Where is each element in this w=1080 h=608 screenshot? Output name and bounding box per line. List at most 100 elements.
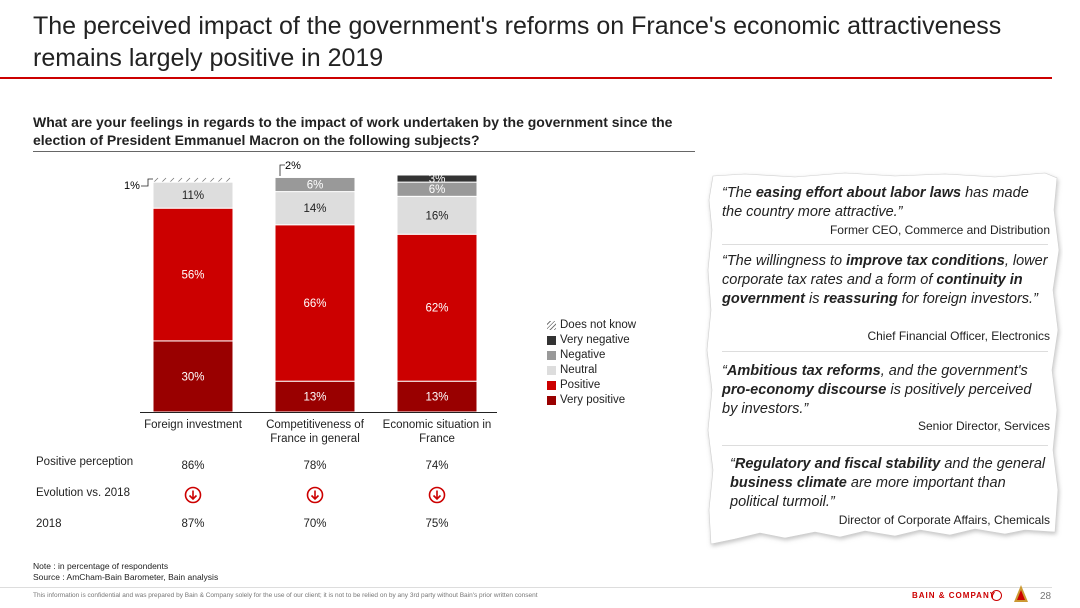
chart-legend: Does not know Very negative Negative Neutra…	[547, 318, 636, 408]
quote-fragment: , lower corporate tax rates and a form o…	[722, 253, 1048, 288]
bar-segment-neutral-1	[152, 181, 234, 209]
quote-fragment: and the general	[940, 456, 1046, 472]
legend-swatch-very-negative	[547, 336, 556, 345]
positive-perception-value-2: 78%	[303, 460, 327, 472]
data-label-positive-1: 56%	[181, 270, 204, 282]
quote-fragment: “	[722, 363, 727, 379]
data-label-neutral-2: 14%	[303, 203, 326, 215]
down-arrow-icon	[306, 486, 324, 504]
legend-swatch-positive	[547, 381, 556, 390]
note-text: Note : in percentage of respondents	[33, 561, 169, 571]
quote-text-4: “Regulatory and fiscal stability and the…	[720, 455, 1050, 512]
quote-fragment: “The willingness to	[722, 253, 847, 269]
quote-text-3: “Ambitious tax reforms, and the governme…	[720, 362, 1050, 419]
bar-segment-positive-3	[396, 233, 478, 382]
year-2018-value-2: 70%	[303, 518, 327, 530]
quote-fragment: , and the government's	[880, 363, 1028, 379]
quote-attribution-3: Senior Director, Services	[917, 419, 1050, 433]
legend-item-very-positive: Very positive	[547, 393, 636, 408]
year-2018-value-3: 75%	[425, 518, 449, 530]
legend-item-very-negative: Very negative	[547, 333, 636, 348]
year-2018-value-1: 87%	[181, 518, 205, 530]
bar-segment-very-positive-3	[396, 380, 478, 413]
bar-segment-neutral-3	[396, 195, 478, 235]
legend-label: Very negative	[560, 334, 630, 346]
bar-segment-positive-1	[152, 207, 234, 342]
question-rule	[33, 151, 695, 152]
data-label-positive-3: 62%	[425, 303, 448, 315]
source-text: Source : AmCham-Bain Barometer, Bain ana…	[33, 572, 219, 582]
quote-fragment: are more important than political turmoi…	[730, 475, 1006, 510]
legend-label: Neutral	[560, 364, 598, 376]
quote-attribution-1: Former CEO, Commerce and Distribution	[829, 223, 1050, 237]
data-label-negative-3: 6%	[429, 184, 446, 196]
category-label-1: Foreign investment	[144, 419, 243, 431]
quote-emphasis: business climate	[730, 475, 847, 491]
data-label-positive-2: 66%	[303, 298, 326, 310]
year-2018-label: 2018	[36, 518, 62, 530]
quote-text-1: “The easing effort about labor laws has …	[720, 184, 1050, 222]
data-label-very-positive-3: 13%	[425, 392, 448, 404]
brand-name: BAIN & COMPANY	[912, 591, 997, 600]
positive-perception-label: Positive perception	[36, 456, 134, 468]
legend-item-neutral: Neutral	[547, 363, 636, 378]
evolution-label: Evolution vs. 2018	[36, 487, 130, 499]
callout-leader-1	[141, 178, 153, 187]
legend-label: Does not know	[560, 319, 637, 331]
footer-rule	[0, 587, 1052, 588]
amcham-logo-icon	[1014, 585, 1028, 602]
legend-label: Positive	[560, 379, 601, 391]
quotes-panel-background	[706, 172, 1060, 545]
legend-swatch-neutral	[547, 366, 556, 375]
data-label-very-positive-1: 30%	[181, 371, 204, 383]
survey-question: What are your feelings in regards to the…	[33, 114, 673, 148]
bar-segment-very-negative-3	[396, 174, 478, 183]
quote-emphasis: Ambitious tax reforms	[726, 363, 881, 379]
quote-fragment: for foreign investors.”	[897, 291, 1038, 307]
quote-fragment: “The	[722, 185, 756, 201]
quote-emphasis: improve tax conditions	[846, 253, 1005, 269]
quote-text-2: “The willingness to improve tax conditio…	[720, 252, 1050, 309]
data-label-very-negative-3: 3%	[429, 174, 446, 186]
callout-leader-2	[279, 164, 285, 176]
legend-item-positive: Positive	[547, 378, 636, 393]
quote-fragment: is	[805, 291, 824, 307]
bar-segment-positive-2	[274, 224, 356, 382]
title-rule	[0, 77, 1052, 79]
legend-label: Very positive	[560, 394, 626, 406]
quote-attribution-4: Director of Corporate Affairs, Chemicals	[838, 513, 1050, 527]
data-label-neutral-3: 16%	[425, 210, 448, 222]
data-label-neutral-1: 11%	[182, 190, 204, 202]
quote-separator	[722, 244, 1048, 245]
data-label-negative-2: 6%	[307, 179, 324, 191]
callout-label-foreign-investment: 1%	[124, 180, 140, 192]
data-label-very-positive-2: 13%	[303, 392, 326, 404]
page-number: 28	[1040, 591, 1052, 602]
positive-perception-value-1: 86%	[181, 460, 205, 472]
quote-emphasis: continuity in government	[722, 272, 1023, 307]
bar-segment-does-not-know-2	[274, 174, 356, 178]
quote-emphasis: pro-economy discourse	[722, 382, 887, 398]
down-arrow-icon	[184, 486, 202, 504]
quote-fragment: has made the country more attractive.”	[722, 185, 1029, 220]
quote-separator	[722, 445, 1048, 446]
quote-emphasis: Regulatory and fiscal stability	[734, 456, 941, 472]
legend-item-negative: Negative	[547, 348, 636, 363]
chart-note: Note : in percentage of respondents Sour…	[33, 561, 218, 583]
bar-segment-neutral-2	[274, 191, 356, 226]
positive-perception-value-3: 74%	[425, 460, 449, 472]
quote-fragment: is positively perceived by investors.”	[722, 382, 1032, 417]
bar-segment-does-not-know-1	[152, 174, 234, 183]
confidentiality-disclaimer: This information is confidential and was…	[33, 592, 538, 599]
down-arrow-icon	[428, 486, 446, 504]
legend-swatch-very-positive	[547, 396, 556, 405]
quote-fragment: “	[730, 456, 735, 472]
quote-attribution-2: Chief Financial Officer, Electronics	[867, 329, 1050, 343]
quote-separator	[722, 351, 1048, 352]
category-label-2: Competitiveness of France in general	[266, 419, 365, 445]
quote-emphasis: reassuring	[823, 291, 898, 307]
category-label-3: Economic situation in France	[383, 419, 492, 445]
callout-label-competitiveness: 2%	[285, 160, 301, 172]
legend-swatch-does-not-know	[547, 321, 556, 330]
